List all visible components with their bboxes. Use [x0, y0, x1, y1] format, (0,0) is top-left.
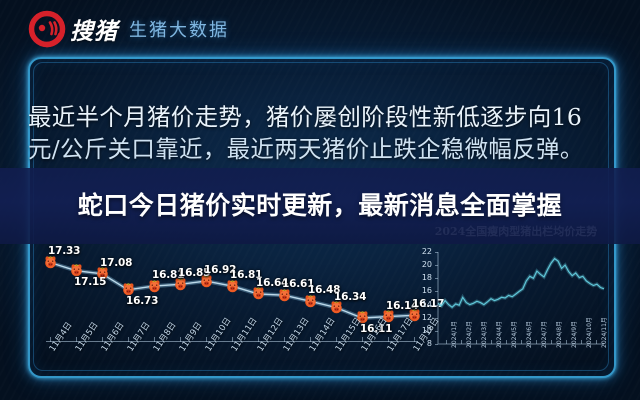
x-axis-tick-mark [180, 337, 181, 342]
inset-x-axis-tick-mark [566, 340, 568, 344]
data-point-label: 16.64 [256, 276, 289, 289]
souzhu-circle-logo-icon [28, 10, 66, 48]
overlay-title-banner: 蛇口今日猪价实时更新，最新消息全面掌握 [0, 168, 640, 244]
inset-y-axis-tick-mark [435, 252, 438, 253]
x-axis-tick-mark [232, 337, 233, 342]
data-point-label: 16.81 [152, 269, 185, 282]
headline-line-2: 元/公斤关口靠近，最近两天猪价止跌企稳微幅反弹。 [28, 135, 584, 163]
data-point-label: 16.11 [360, 322, 393, 335]
inset-y-axis-tick-label: 22 [421, 247, 432, 256]
inset-y-axis-tick-mark [435, 317, 438, 319]
inset-y-axis-tick-mark [435, 344, 438, 345]
inset-y-axis-tick-label: 18 [421, 273, 432, 283]
inset-x-axis-tick-label: 2024/6月 [526, 320, 533, 348]
pig-head-icon [330, 301, 343, 314]
inset-y-axis-tick-mark [435, 278, 438, 280]
main-chart-x-axis: 11月4日 11月5日 11月6日 11月7日 11月8日 11月9日 11月10日 11月1… [36, 316, 442, 391]
pig-head-icon [278, 289, 291, 302]
data-point-label: 16.81 [230, 269, 263, 282]
inset-x-axis-tick-mark [490, 340, 492, 344]
inset-x-axis-tick-mark [596, 340, 598, 344]
inset-y-axis-tick-label: 10 [421, 325, 432, 335]
pig-head-icon [304, 294, 317, 308]
inset-x-axis-tick-label: 2024/2月 [465, 320, 473, 348]
inset-y-axis-tick-mark [435, 330, 438, 332]
inset-x-axis-tick-label: 2024/4月 [495, 320, 503, 348]
data-point-label: 16.61 [282, 278, 315, 291]
inset-y-axis-tick-label: 20 [421, 260, 432, 270]
pig-head-icon [226, 279, 239, 293]
pig-head-icon [382, 310, 395, 323]
inset-x-axis-tick-label: 2024/7月 [541, 320, 549, 348]
headline-line-1: 最近半个月猪价走势，猪价屡创阶段性新低逐步向16 [28, 103, 583, 131]
inset-x-axis-tick-label: 2024/8月 [556, 320, 564, 348]
inset-y-axis-tick-label: 16 [421, 286, 432, 296]
inset-x-axis-tick-mark [505, 340, 507, 344]
overlay-title-text: 蛇口今日猪价实时更新，最新消息全面掌握 [77, 191, 563, 220]
x-axis-tick-mark [284, 337, 285, 342]
inset-x-axis-tick-label: 2024/5月 [510, 320, 518, 348]
inset-x-axis-tick-mark [536, 340, 538, 344]
pig-head-icon [408, 309, 421, 322]
page-headline: 最近半个月猪价走势，猪价屡创阶段性新低逐步向16 元/公斤关口靠近，最近两天猪价… [28, 101, 614, 165]
inset-y-axis-tick-label: 14 [421, 299, 432, 309]
x-axis-tick-mark [362, 337, 363, 342]
data-point-label: 17.15 [74, 275, 107, 288]
x-axis-tick-mark [128, 337, 129, 342]
x-axis-tick-mark [102, 337, 103, 342]
inset-x-axis-tick-label: 2024/10月 [586, 317, 594, 348]
inset-x-axis-tick-mark [445, 340, 447, 344]
x-axis-tick-mark [258, 337, 259, 342]
data-point-label: 17.08 [100, 256, 133, 269]
data-point-label: 16.92 [204, 264, 237, 277]
brand-tagline: 生猪大数据 [129, 20, 229, 41]
pig-head-icon [148, 279, 161, 293]
pig-head-icon [356, 311, 369, 324]
data-point-label: 16.85 [178, 267, 211, 280]
pig-head-icon [174, 278, 187, 291]
inset-x-axis-tick-label: 2024/3月 [480, 320, 488, 348]
pig-head-icon [200, 274, 213, 288]
inset-y-axis-tick-mark [435, 304, 438, 306]
x-axis-tick-mark [336, 337, 337, 342]
pig-head-icon [44, 256, 57, 269]
x-axis-tick-mark [388, 337, 389, 342]
x-axis-tick-mark [206, 337, 207, 342]
pig-head-icon [122, 283, 135, 296]
data-point-label: 16.14 [386, 299, 419, 312]
data-point-label: 17.33 [48, 245, 81, 258]
x-axis-tick-mark [414, 337, 415, 342]
x-axis-tick-mark [154, 337, 155, 342]
inset-x-axis-tick-label: 2024/9月 [571, 320, 579, 348]
inset-y-axis-tick-mark [435, 265, 438, 267]
inset-x-axis-tick-mark [551, 340, 553, 344]
inset-x-axis-tick-label: 2024/1月 [450, 320, 458, 348]
data-point-label: 16.34 [334, 290, 367, 303]
inset-x-axis-tick-mark [581, 340, 583, 344]
pig-head-icon [70, 264, 83, 277]
x-axis-tick-mark [76, 337, 77, 342]
brand-logo-bar: 搜猪 生猪大数据 [28, 8, 229, 50]
inset-x-axis-tick-mark [460, 340, 462, 344]
inset-x-axis-tick-mark [521, 340, 522, 344]
pig-head-icon [252, 287, 265, 300]
data-point-label: 16.73 [126, 294, 159, 307]
inset-x-axis-tick-mark [475, 340, 477, 344]
inset-y-axis-tick-label: 8 [426, 339, 432, 348]
x-axis-tick-mark [50, 337, 51, 342]
inset-y-axis-tick-label: 12 [421, 312, 432, 322]
data-point-label: 16.48 [308, 284, 341, 297]
inset-x-axis-tick-label: 2024/11月 [601, 317, 609, 348]
inset-y-axis-tick-mark [435, 291, 438, 293]
x-axis-tick-mark [310, 337, 311, 342]
brand-name: 搜猪 [70, 19, 118, 45]
data-point-label: 16.17 [412, 298, 445, 311]
pig-head-icon [96, 267, 109, 280]
